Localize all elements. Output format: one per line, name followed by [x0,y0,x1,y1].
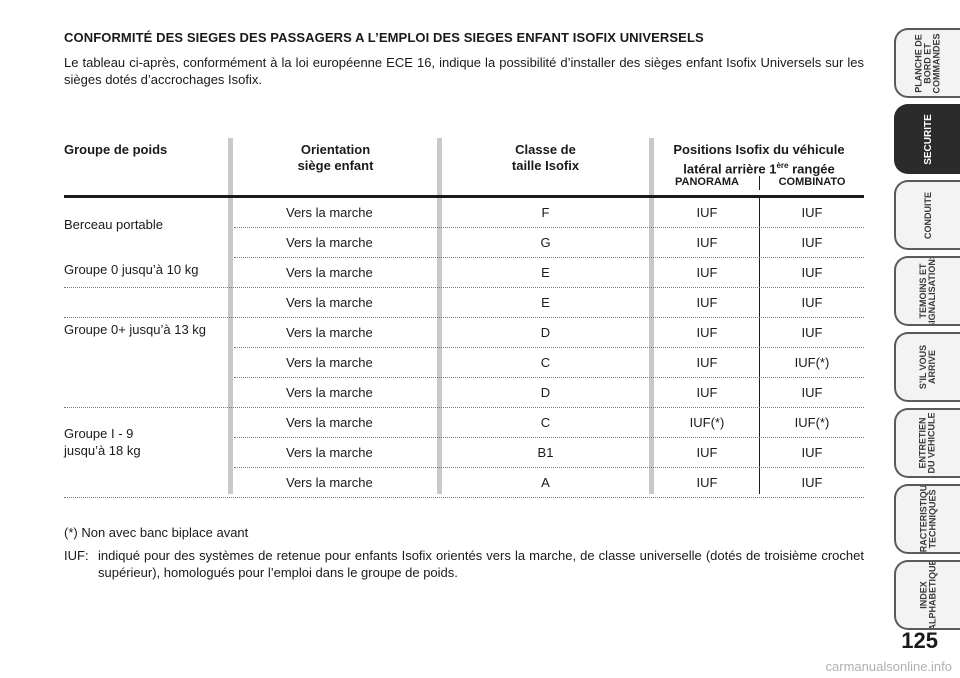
footnote-iuf: IUF: indiqué pour des systèmes de retenu… [64,548,864,580]
row-divider [234,437,864,438]
row-divider [64,317,864,318]
chapter-tab[interactable]: PLANCHE DE BORD ET COMMANDES [894,28,960,98]
watermark: carmanualsonline.info [825,659,952,674]
column-separator [228,138,233,494]
cell-orientation: Vers la marche [286,385,373,400]
chapter-tab[interactable]: INDEX ALPHABETIQUE [894,560,960,630]
cell-orientation: Vers la marche [286,295,373,310]
header-panorama: PANORAMA [675,176,739,188]
chapter-tab[interactable]: TEMOINS ET SIGNALISATIONS [894,256,960,326]
cell-classe: D [540,385,551,400]
page-title: CONFORMITÉ DES SIEGES DES PASSAGERS A L’… [64,30,704,45]
intro-paragraph: Le tableau ci-après, conformément à la l… [64,55,864,87]
chapter-tab-label: CARACTERISTIQUES TECHNIQUES [918,484,938,554]
row-divider [234,467,864,468]
row-divider [234,377,864,378]
cell-panorama: IUF [696,205,718,220]
chapter-tab-label: ENTRETIEN DU VEHICULE [917,412,937,474]
chapter-tab[interactable]: ENTRETIEN DU VEHICULE [894,408,960,478]
header-combinato: COMBINATO [778,176,846,188]
cell-classe: G [540,235,551,250]
column-separator [649,138,654,494]
chapter-tab[interactable]: CONDUITE [894,180,960,250]
column-separator [437,138,442,494]
cell-combinato: IUF [801,235,823,250]
row-divider [234,227,864,228]
isofix-table: Groupe de poids Orientation siège enfant… [64,138,864,498]
cell-panorama: IUF [696,265,718,280]
cell-panorama: IUF [696,385,718,400]
cell-panorama: IUF(*) [689,415,725,430]
cell-orientation: Vers la marche [286,265,373,280]
cell-combinato: IUF(*) [794,355,830,370]
cell-panorama: IUF [696,445,718,460]
cell-orientation: Vers la marche [286,475,373,490]
cell-panorama: IUF [696,355,718,370]
cell-classe: D [540,325,551,340]
cell-panorama: IUF [696,475,718,490]
cell-combinato: IUF [801,295,823,310]
cell-classe: C [540,355,551,370]
cell-classe: E [541,295,550,310]
cell-combinato: IUF [801,325,823,340]
cell-combinato: IUF [801,205,823,220]
header-orientation: Orientation siège enfant [297,142,374,173]
cell-classe: C [540,415,551,430]
header-positions: Positions Isofix du véhicule latéral arr… [673,142,845,177]
group-berceau: Berceau portable [64,217,164,232]
page-number: 125 [901,628,938,653]
chapter-tab-label: TEMOINS ET SIGNALISATIONS [918,256,937,326]
header-classe: Classe de taille Isofix [511,142,580,173]
header-rule [64,195,864,198]
header-groupe: Groupe de poids [64,142,168,157]
cell-combinato: IUF [801,445,823,460]
cell-orientation: Vers la marche [286,355,373,370]
cell-orientation: Vers la marche [286,445,373,460]
chapter-tab[interactable]: CARACTERISTIQUES TECHNIQUES [894,484,960,554]
cell-orientation: Vers la marche [286,325,373,340]
row-divider [64,497,864,498]
chapter-tab-label: SECURITE [922,113,934,165]
cell-orientation: Vers la marche [286,205,373,220]
footnote-asterisk: (*) Non avec banc biplace avant [64,525,249,540]
chapter-tab-label: CONDUITE [922,191,933,239]
cell-orientation: Vers la marche [286,235,373,250]
chapter-tab-label: INDEX ALPHABETIQUE [918,560,938,630]
cell-orientation: Vers la marche [286,415,373,430]
cell-combinato: IUF [801,265,823,280]
cell-classe: B1 [537,445,554,460]
row-divider [234,257,864,258]
group-0-plus: Groupe 0+ jusqu’à 13 kg [64,322,207,337]
cell-classe: A [541,475,550,490]
group-0: Groupe 0 jusqu’à 10 kg [64,262,199,277]
cell-combinato: IUF(*) [794,415,830,430]
cell-panorama: IUF [696,235,718,250]
chapter-tab-label: S’IL VOUS ARRIVE [917,344,937,390]
footnotes: (*) Non avec banc biplace avant IUF: ind… [64,524,864,581]
cell-classe: F [541,205,550,220]
positions-divider [759,198,760,494]
row-divider [234,347,864,348]
cell-classe: E [541,265,550,280]
cell-panorama: IUF [696,325,718,340]
group-1: Groupe I - 9 jusqu’à 18 kg [64,426,141,458]
cell-combinato: IUF [801,475,823,490]
row-divider [64,407,864,408]
cell-combinato: IUF [801,385,823,400]
cell-panorama: IUF [696,295,718,310]
subheader-divider [759,176,760,190]
chapter-tab[interactable]: S’IL VOUS ARRIVE [894,332,960,402]
row-divider [64,287,864,288]
chapter-tab-label: PLANCHE DE BORD ET COMMANDES [913,33,942,93]
chapter-tab[interactable]: SECURITE [894,104,960,174]
